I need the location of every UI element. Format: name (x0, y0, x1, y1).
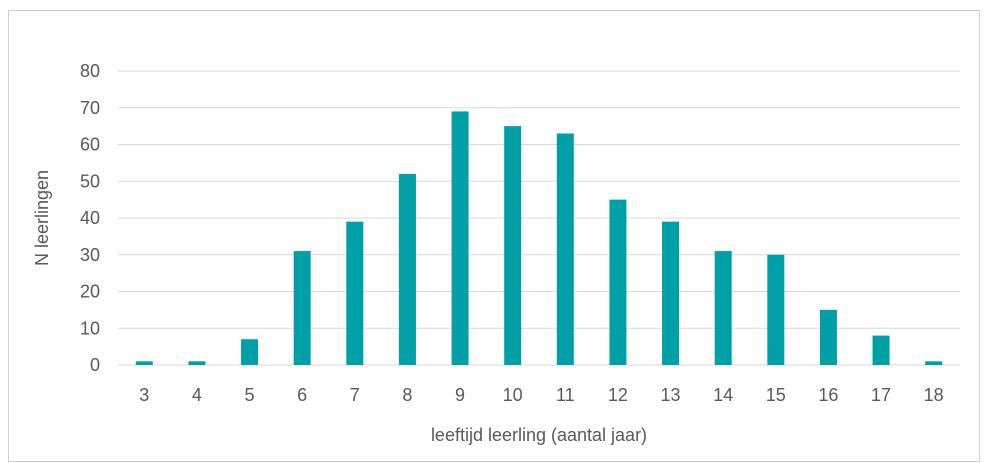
x-tick-label: 17 (871, 385, 891, 405)
bar-17 (872, 335, 890, 365)
y-tick-label: 40 (80, 208, 100, 228)
bars (135, 111, 943, 365)
bar-6 (293, 251, 311, 365)
y-tick-label: 0 (90, 355, 100, 375)
bar-15 (767, 254, 785, 365)
x-tick-label: 6 (297, 385, 307, 405)
bar-18 (925, 361, 943, 365)
bar-3 (135, 361, 153, 365)
bar-4 (188, 361, 206, 365)
x-tick-label: 3 (139, 385, 149, 405)
x-tick-label: 14 (713, 385, 733, 405)
y-tick-label: 20 (80, 282, 100, 302)
bar-14 (714, 251, 732, 365)
x-tick-label: 12 (608, 385, 628, 405)
bar-8 (398, 173, 416, 365)
y-axis-title: N leerlingen (32, 170, 52, 266)
x-tick-label: 10 (503, 385, 523, 405)
bar-10 (504, 126, 522, 365)
x-axis-title: leeftijd leerling (aantal jaar) (431, 425, 647, 445)
y-tick-label: 10 (80, 318, 100, 338)
bar-16 (819, 309, 837, 365)
x-tick-label: 8 (402, 385, 412, 405)
bar-12 (609, 199, 627, 365)
x-tick-label: 11 (556, 385, 575, 405)
bar-7 (346, 221, 364, 365)
y-axis-ticks: 0 10 20 30 40 50 60 70 80 (80, 61, 100, 375)
x-tick-label: 15 (766, 385, 786, 405)
x-tick-label: 18 (924, 385, 944, 405)
x-tick-label: 5 (245, 385, 255, 405)
x-axis-ticks: 3 4 5 6 7 8 9 10 11 12 13 14 15 16 17 18 (139, 385, 943, 405)
x-tick-label: 4 (192, 385, 202, 405)
y-tick-label: 60 (80, 135, 100, 155)
x-tick-label: 16 (818, 385, 838, 405)
bar-13 (662, 221, 680, 365)
bar-5 (241, 339, 259, 365)
bar-9 (451, 111, 469, 365)
y-tick-label: 50 (80, 171, 100, 191)
x-tick-label: 9 (455, 385, 465, 405)
chart-frame (8, 10, 980, 462)
y-tick-label: 30 (80, 245, 100, 265)
x-tick-label: 13 (661, 385, 681, 405)
x-tick-label: 7 (350, 385, 360, 405)
gridlines (118, 70, 960, 366)
y-tick-label: 80 (80, 61, 100, 81)
y-tick-label: 70 (80, 98, 100, 118)
bar-11 (556, 133, 574, 365)
